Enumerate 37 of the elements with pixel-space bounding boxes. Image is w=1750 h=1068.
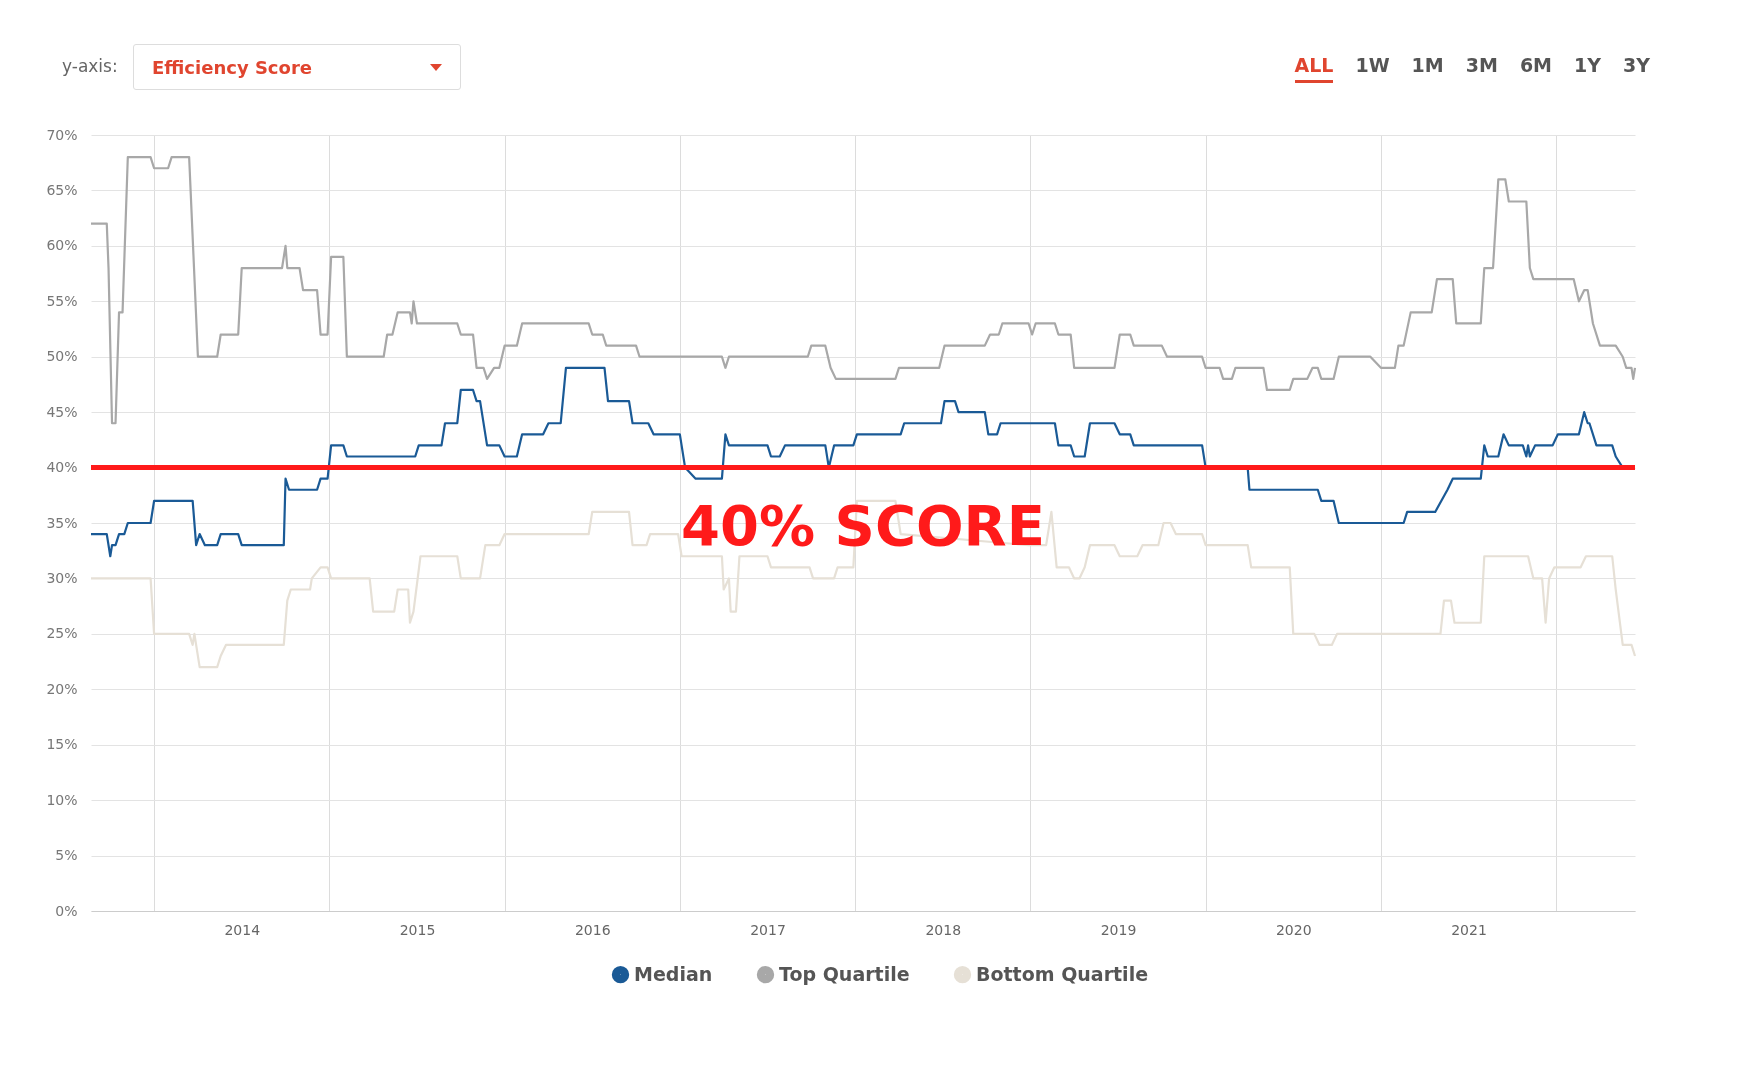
legend-label: Median bbox=[634, 962, 713, 985]
line-series bbox=[89, 156, 1637, 425]
x-tick-label: 2020 bbox=[1275, 921, 1312, 938]
y-tick-label: 25% bbox=[46, 625, 78, 642]
text: 3Y bbox=[1623, 54, 1650, 76]
y-tick-label: 40% bbox=[46, 459, 78, 476]
y-tick-label: 0% bbox=[55, 902, 78, 919]
y-tick-label: 60% bbox=[46, 237, 78, 254]
y-tick-label: 45% bbox=[46, 403, 78, 420]
y-tick-label: 35% bbox=[46, 514, 78, 531]
x-tick-label: 2015 bbox=[399, 921, 436, 938]
y-tick-label: 70% bbox=[46, 126, 78, 143]
y-tick-label: 65% bbox=[46, 181, 78, 198]
text: y-axis: bbox=[62, 56, 118, 76]
legend-label: Top Quartile bbox=[779, 962, 910, 985]
text: 1W bbox=[1355, 54, 1390, 76]
ref-line-label: 40% SCORE bbox=[681, 492, 1045, 558]
y-tick-label: 55% bbox=[46, 292, 78, 309]
y-tick-label: 20% bbox=[46, 680, 78, 697]
text: ALL bbox=[1294, 54, 1334, 76]
y-tick-label: 30% bbox=[46, 569, 78, 586]
x-tick-label: 2014 bbox=[224, 921, 261, 938]
x-tick-label: 2017 bbox=[750, 921, 786, 938]
x-tick-label: 2019 bbox=[1100, 921, 1137, 938]
text: 1Y bbox=[1574, 54, 1602, 76]
text: 6M bbox=[1519, 54, 1553, 76]
legend-label: Bottom Quartile bbox=[976, 962, 1149, 985]
y-tick-label: 50% bbox=[46, 348, 78, 365]
x-tick-label: 2021 bbox=[1451, 921, 1487, 938]
y-tick-label: 10% bbox=[46, 791, 78, 808]
y-tick-label: 5% bbox=[55, 847, 78, 864]
dropdown-field: Efficiency Score bbox=[133, 44, 461, 90]
y-tick-label: 15% bbox=[46, 736, 78, 753]
text: 1M bbox=[1411, 54, 1444, 76]
x-tick-label: 2016 bbox=[574, 921, 611, 938]
x-tick-label: 2018 bbox=[925, 921, 962, 938]
text: 3M bbox=[1465, 54, 1498, 76]
